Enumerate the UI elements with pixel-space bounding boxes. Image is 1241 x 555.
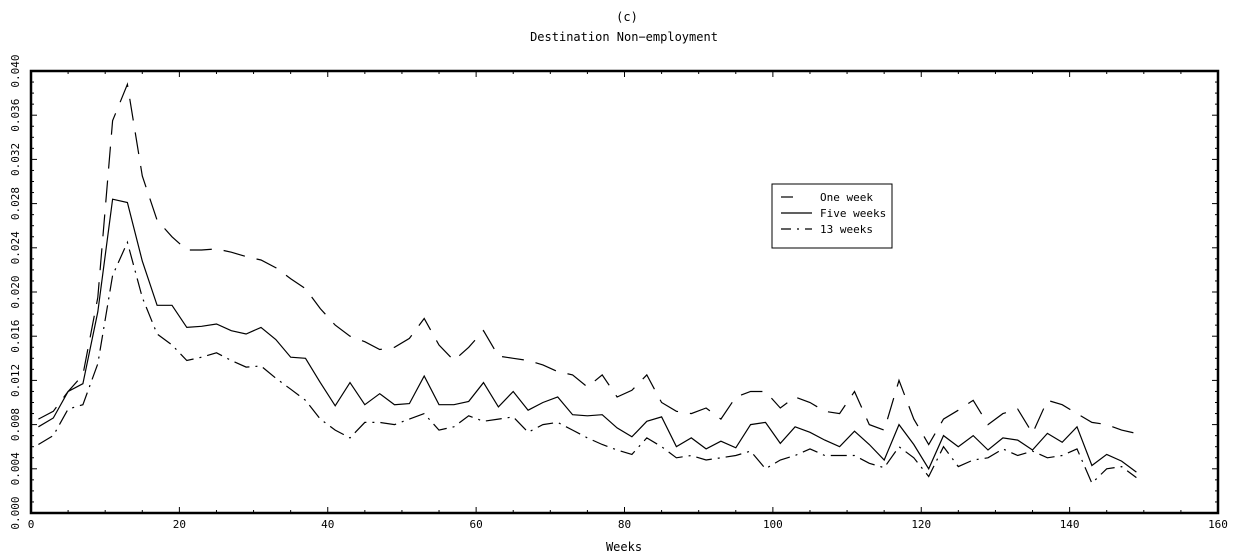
legend-label: One week [820, 191, 873, 204]
x-tick-label: 140 [1060, 518, 1080, 531]
y-tick-label: 0.004 [9, 452, 22, 485]
legend-items: One week Five weeks 13 weeks [781, 191, 886, 236]
y-tick-label: 0.024 [9, 231, 22, 264]
chart-title: (c) [616, 10, 638, 24]
series-line-0 [38, 82, 1137, 446]
x-tick-label: 40 [321, 518, 334, 531]
legend-label: Five weeks [820, 207, 886, 220]
legend: One week Five weeks 13 weeks [771, 183, 893, 249]
y-tick-label: 0.020 [9, 275, 22, 308]
x-axis: 0 20 40 60 80 100 120 140 160 [28, 71, 1228, 531]
legend-label: 13 weeks [820, 223, 873, 236]
y-tick-label: 0.040 [9, 54, 22, 87]
x-tick-label: 0 [28, 518, 35, 531]
series-line-2 [38, 240, 1137, 485]
x-axis-label: Weeks [606, 540, 642, 554]
plot-frame [29, 69, 1220, 515]
x-tick-label: 80 [618, 518, 631, 531]
y-tick-label: 0.012 [9, 364, 22, 397]
x-tick-label: 20 [173, 518, 186, 531]
legend-box [771, 183, 893, 249]
series-line-1 [38, 198, 1137, 473]
y-tick-label: 0.000 [9, 496, 22, 529]
y-tick-label: 0.032 [9, 143, 22, 176]
x-tick-label: 100 [763, 518, 783, 531]
y-tick-label: 0.036 [9, 99, 22, 132]
series-layer [38, 82, 1137, 485]
x-tick-label: 120 [911, 518, 931, 531]
y-tick-label: 0.016 [9, 320, 22, 353]
y-tick-label: 0.028 [9, 187, 22, 220]
chart-subtitle: Destination Non−employment [530, 30, 718, 44]
y-tick-label: 0.008 [9, 408, 22, 441]
x-tick-label: 160 [1208, 518, 1228, 531]
y-axis: 0.000 0.004 0.008 0.012 0.016 0.020 0.024 0.028… [9, 54, 1218, 530]
x-tick-label: 60 [470, 518, 483, 531]
